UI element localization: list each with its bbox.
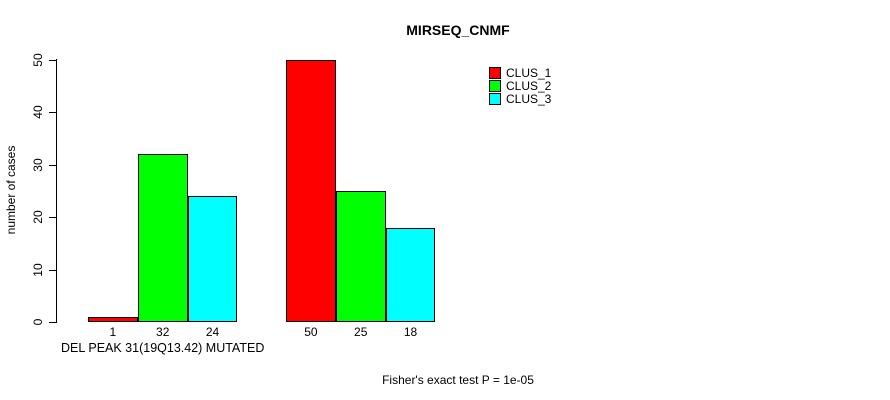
- y-axis-tick: [49, 112, 57, 113]
- bar-value-label: 1: [109, 325, 117, 339]
- y-axis-tick: [49, 59, 57, 61]
- y-axis-tick-label: 50: [31, 52, 45, 67]
- bar-value-label: 32: [156, 325, 170, 339]
- bar-value-label: 25: [354, 325, 368, 339]
- y-axis-tick-label: 10: [31, 262, 45, 277]
- y-axis-tick: [49, 217, 57, 218]
- bar-clus_1-group1: [88, 316, 138, 322]
- legend-swatch-clus_2: [489, 80, 501, 92]
- legend-label: CLUS_3: [506, 92, 552, 106]
- y-axis-tick-label: 20: [31, 210, 45, 224]
- bar-clus_2-group2: [335, 190, 386, 322]
- bar-clus_1-group2: [286, 59, 336, 322]
- x-axis-group-label: DEL PEAK 31(19Q13.42) MUTATED: [61, 341, 265, 355]
- y-axis-tick-label: 30: [31, 157, 45, 172]
- bar-value-label: 24: [205, 325, 220, 339]
- bar-value-label: 18: [403, 325, 418, 339]
- y-axis-tick-label: 40: [31, 105, 45, 119]
- footnote-text: Fisher's exact test P = 1e-05: [382, 373, 534, 387]
- y-axis-label: number of cases: [4, 145, 18, 235]
- legend-swatch-clus_1: [489, 67, 501, 79]
- bar-clus_3-group1: [187, 196, 238, 322]
- y-axis-line: [56, 59, 57, 322]
- chart-title: MIRSEQ_CNMF: [406, 22, 510, 38]
- legend-label: CLUS_1: [506, 66, 552, 80]
- y-axis-tick: [49, 164, 57, 166]
- bar-clus_3-group2: [385, 227, 436, 322]
- y-axis-tick: [49, 322, 57, 323]
- legend-label: CLUS_2: [506, 79, 552, 93]
- bar-clus_2-group1: [137, 154, 188, 322]
- y-axis-tick: [49, 269, 57, 271]
- bar-value-label: 50: [304, 325, 318, 339]
- legend-swatch-clus_3: [489, 93, 501, 105]
- y-axis-tick-label: 0: [31, 318, 45, 326]
